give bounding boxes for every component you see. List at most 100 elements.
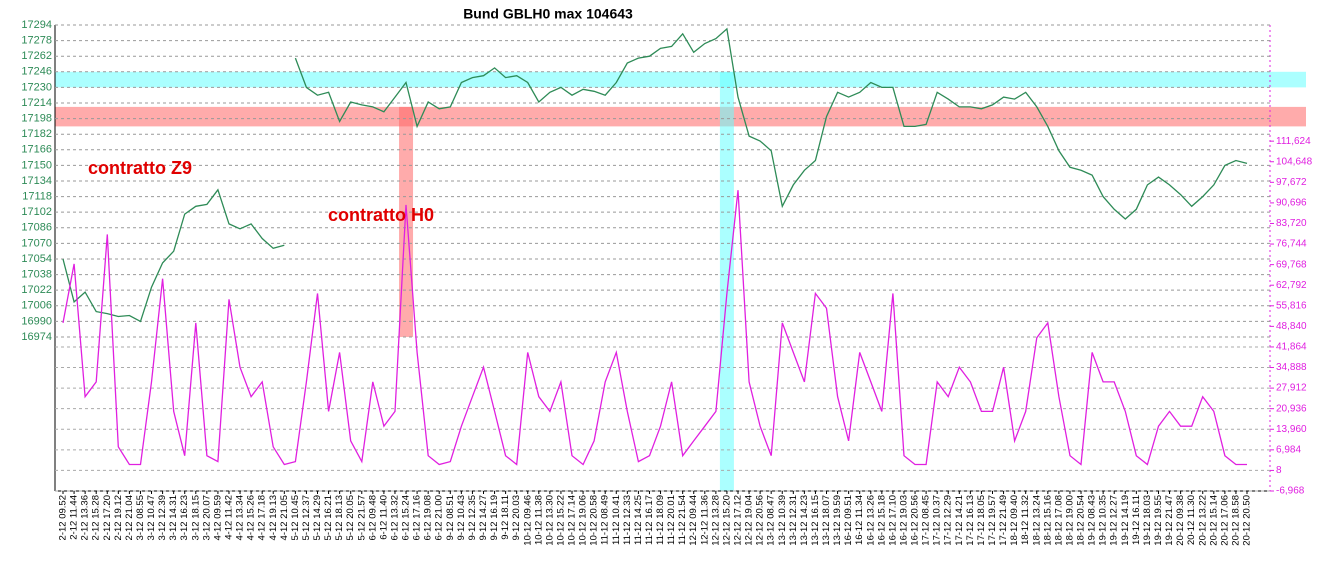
- y-tick-label: 17102: [21, 206, 52, 218]
- x-tick-label: 13-12 12.31: [788, 495, 799, 546]
- y2-tick-label: 48,840: [1276, 321, 1307, 332]
- x-tick-label: 4-12 11.42: [223, 495, 234, 540]
- x-tick-label: 20-12 17.06: [1219, 495, 1230, 546]
- x-tick-label: 3-12 12.39: [157, 495, 168, 540]
- x-tick-label: 2-12 13.36: [80, 495, 91, 540]
- x-tick-label: 18-12 20.54: [1076, 495, 1087, 546]
- y2-tick-label: 27,912: [1276, 383, 1307, 394]
- y2-tick-label: 13,960: [1276, 424, 1307, 435]
- x-tick-label: 6-12 15.24: [401, 495, 412, 540]
- y-tick-label: 17246: [21, 66, 52, 78]
- x-tick-label: 12-12 20.56: [755, 495, 766, 546]
- chart-title: Bund GBLH0 max 104643: [463, 6, 633, 22]
- x-tick-label: 13-12 19.59: [832, 495, 843, 546]
- x-tick-label: 13-12 18.07: [821, 495, 832, 546]
- annotation: contratto H0: [328, 205, 434, 225]
- y-tick-label: 17294: [21, 19, 52, 31]
- x-tick-label: 9-12 18.11: [500, 495, 511, 540]
- y-tick-label: 17054: [21, 253, 52, 265]
- annotation: contratto Z9: [88, 158, 192, 178]
- y-tick-label: 17134: [21, 175, 52, 187]
- x-tick-label: 10-12 20.58: [589, 495, 600, 546]
- x-tick-label: 17-12 21.49: [998, 495, 1009, 546]
- y-tick-label: 17214: [21, 97, 52, 109]
- x-tick-label: 10-12 11.38: [533, 495, 544, 545]
- x-tick-label: 2-12 09.52: [58, 495, 69, 540]
- x-tick-label: 17-12 18.05: [976, 495, 987, 546]
- y2-tick-label: 6,984: [1276, 444, 1301, 455]
- x-tick-label: 4-12 13.34: [235, 495, 246, 540]
- x-tick-label: 19-12 21.47: [1164, 495, 1175, 546]
- x-tick-label: 4-12 21.05: [279, 495, 290, 540]
- x-tick-label: 3-12 20.07: [201, 495, 212, 540]
- x-tick-label: 20-12 13.22: [1197, 495, 1208, 546]
- x-tick-label: 16-12 19.03: [898, 495, 909, 546]
- x-tick-label: 13-12 16.15: [810, 495, 821, 546]
- x-tick-label: 17-12 19.57: [987, 495, 998, 546]
- series-line: [62, 188, 285, 323]
- x-tick-label: 5-12 18.13: [334, 495, 345, 540]
- x-tick-label: 5-12 16.21: [323, 495, 334, 540]
- x-tick-label: 11-12 16.17: [644, 495, 655, 545]
- x-tick-label: 12-12 11.36: [699, 495, 710, 545]
- y-tick-label: 17070: [21, 237, 52, 249]
- x-tick-label: 18-12 15.16: [1042, 495, 1053, 546]
- y-tick-label: 17230: [21, 81, 52, 93]
- series-line: [294, 27, 1248, 220]
- x-tick-label: 16-12 11.34: [854, 495, 865, 545]
- x-tick-label: 18-12 11.32: [1020, 495, 1031, 545]
- x-tick-label: 5-12 12.37: [301, 495, 312, 540]
- x-tick-label: 5-12 20.05: [345, 495, 356, 540]
- y-tick-label: 17198: [21, 112, 52, 124]
- x-tick-label: 19-12 18.03: [1142, 495, 1153, 546]
- x-tick-label: 3-12 18.15: [190, 495, 201, 540]
- x-tick-label: 4-12 15.26: [246, 495, 257, 540]
- x-tick-label: 9-12 20.03: [511, 495, 522, 540]
- x-tick-label: 12-12 09.44: [688, 495, 699, 546]
- x-tick-label: 18-12 09.40: [1009, 495, 1020, 546]
- x-tick-label: 12-12 15.20: [721, 495, 732, 546]
- x-tick-label: 18-12 19.00: [1064, 495, 1075, 546]
- y-tick-label: 17278: [21, 35, 52, 47]
- time-band: [719, 71, 734, 491]
- x-tick-label: 4-12 09.59: [212, 495, 223, 540]
- y-tick-label: 17182: [21, 128, 52, 140]
- x-tick-label: 3-12 16.23: [179, 495, 190, 540]
- y2-tick-label: 69,768: [1276, 259, 1307, 270]
- x-tick-label: 3-12 08.55: [135, 495, 146, 540]
- y2-tick-label: 104,648: [1276, 156, 1313, 167]
- x-tick-label: 11-12 18.09: [655, 495, 666, 545]
- x-tick-label: 17-12 16.13: [965, 495, 976, 546]
- x-tick-label: 6-12 09.48: [367, 495, 378, 540]
- y2-tick-label: 34,888: [1276, 362, 1307, 373]
- x-tick-label: 16-12 13.26: [865, 495, 876, 546]
- x-tick-label: 6-12 11.40: [378, 495, 389, 540]
- price-band: [55, 106, 1306, 127]
- y2-tick-label: 111,624: [1276, 136, 1311, 147]
- x-tick-label: 9-12 14.27: [478, 495, 489, 540]
- x-tick-label: 4-12 17.18: [257, 495, 268, 540]
- x-tick-label: 4-12 19.13: [268, 495, 279, 540]
- x-tick-label: 19-12 08.43: [1087, 495, 1098, 546]
- x-tick-label: 19-12 19.55: [1153, 495, 1164, 546]
- y-tick-label: 17086: [21, 222, 52, 234]
- x-tick-label: 13-12 10.39: [777, 495, 788, 546]
- x-tick-label: 12-12 13.28: [710, 495, 721, 546]
- x-tick-label: 20-12 11.30: [1186, 495, 1197, 545]
- x-tick-label: 6-12 19.08: [423, 495, 434, 540]
- x-tick-label: 11-12 20.01: [666, 495, 677, 545]
- y2-tick-label: 97,672: [1276, 177, 1307, 188]
- x-tick-label: 19-12 14.19: [1120, 495, 1131, 546]
- x-tick-label: 12-12 19.04: [744, 495, 755, 546]
- y-tick-label: 16974: [21, 331, 52, 343]
- x-tick-label: 11-12 14.25: [633, 495, 644, 545]
- y2-tick-label: 62,792: [1276, 280, 1307, 291]
- x-tick-label: 18-12 17.08: [1053, 495, 1064, 546]
- x-tick-label: 20-12 09.38: [1175, 495, 1186, 546]
- x-tick-label: 19-12 10.35: [1098, 495, 1109, 546]
- x-tick-label: 13-12 14.23: [799, 495, 810, 546]
- x-tick-label: 13-12 08.47: [766, 495, 777, 546]
- x-tick-label: 2-12 15.28: [91, 495, 102, 540]
- y-tick-label: 17006: [21, 300, 52, 312]
